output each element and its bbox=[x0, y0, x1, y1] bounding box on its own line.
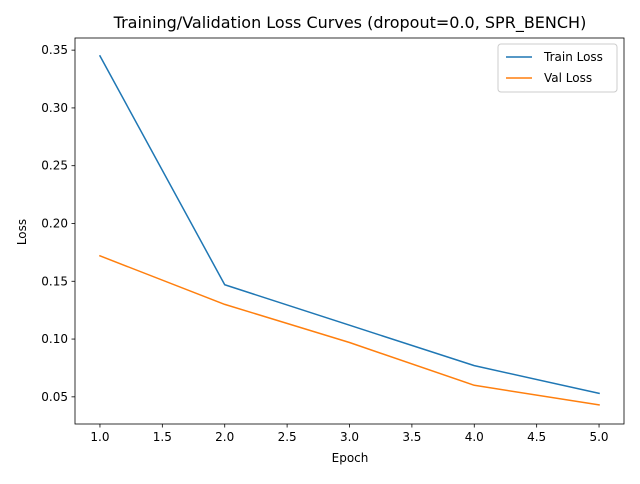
x-tick-label: 4.5 bbox=[527, 430, 546, 444]
series-line-train-loss bbox=[98, 54, 600, 395]
x-tick-label: 2.0 bbox=[215, 430, 234, 444]
y-tick-label: 0.10 bbox=[41, 332, 68, 346]
x-tick-label: 3.5 bbox=[402, 430, 421, 444]
x-tick-label: 1.0 bbox=[90, 430, 109, 444]
chart-title: Training/Validation Loss Curves (dropout… bbox=[113, 13, 587, 33]
y-tick-label: 0.35 bbox=[41, 43, 68, 57]
x-tick-label: 2.5 bbox=[278, 430, 297, 444]
plot-area: 1.0 1.5 2.0 2.5 3.0 3.5 4.0 4.5 5.0 0.05 0.10 0.15 0… bbox=[41, 37, 625, 444]
y-tick-label: 0.15 bbox=[41, 274, 68, 288]
x-tick-label: 1.5 bbox=[153, 430, 172, 444]
x-axis-label: Epoch bbox=[332, 451, 369, 465]
legend-label-train-loss: Train Loss bbox=[543, 50, 603, 64]
legend-box bbox=[497, 43, 618, 93]
y-tick-label: 0.05 bbox=[41, 390, 68, 404]
y-axis-label: Loss bbox=[15, 219, 29, 245]
x-tick-label: 5.0 bbox=[589, 430, 608, 444]
y-tick-label: 0.25 bbox=[41, 159, 68, 173]
legend: Train Loss Val Loss bbox=[497, 43, 618, 93]
x-tick-label: 4.0 bbox=[465, 430, 484, 444]
series-line-val-loss bbox=[98, 254, 600, 406]
y-tick-label: 0.30 bbox=[41, 101, 68, 115]
x-tick-label: 3.0 bbox=[340, 430, 359, 444]
legend-label-val-loss: Val Loss bbox=[544, 71, 592, 85]
y-tick-label: 0.20 bbox=[41, 216, 68, 230]
